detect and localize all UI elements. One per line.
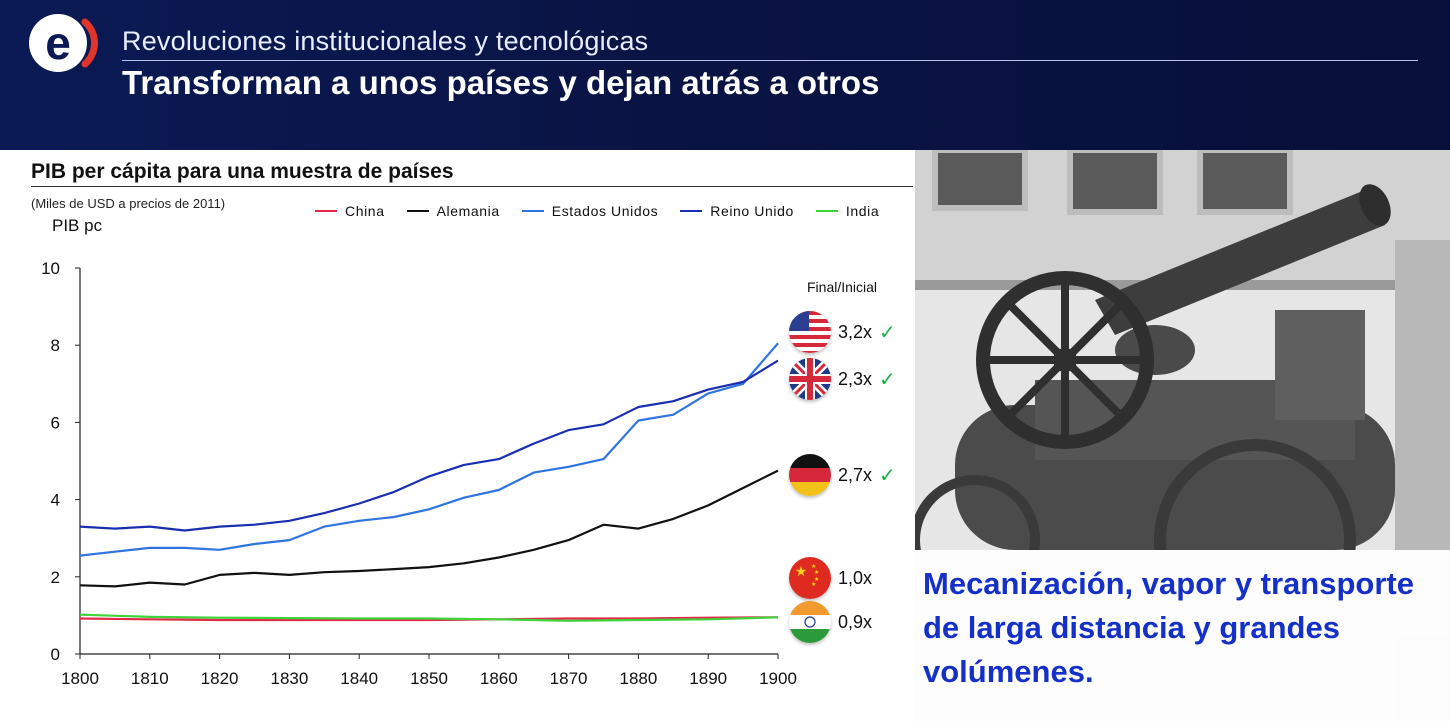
legend-swatch [521, 210, 544, 212]
series-line-alemania [79, 469, 779, 588]
caption-box: Mecanización, vapor y transporte de larg… [915, 550, 1450, 721]
chart-title-divider [31, 186, 913, 187]
x-tick-label: 1890 [689, 669, 727, 688]
series-line-reino-unido [79, 359, 779, 532]
chart-panel: PIB per cápita para una muestra de paíse… [0, 150, 915, 721]
ratio-value-china: 1,0x [838, 567, 873, 588]
title-divider [122, 60, 1418, 61]
svg-text:★: ★ [814, 569, 819, 576]
legend-label: Alemania [436, 203, 500, 219]
svg-text:★: ★ [811, 581, 816, 588]
legend-item: Estados Unidos [521, 203, 659, 219]
legend-label: India [845, 203, 880, 219]
legend-item: India [815, 203, 880, 219]
y-axis-label: PIB pc [52, 216, 103, 235]
ratio-row-india: 0,9x [789, 601, 872, 643]
series-line-estados-unidos [79, 342, 779, 557]
series-line-india [79, 613, 779, 622]
slide-title: Transforman a unos países y dejan atrás … [122, 64, 880, 101]
legend-swatch [315, 210, 337, 212]
legend-item: Alemania [406, 203, 500, 219]
check-icon: ✓ [879, 464, 896, 487]
legend-swatch [680, 210, 703, 212]
svg-text:e: e [45, 17, 71, 69]
chart-title: PIB per cápita para una muestra de paíse… [31, 160, 454, 183]
legend-label: Estados Unidos [551, 203, 659, 219]
y-tick-label: 6 [51, 413, 60, 432]
legend-item: China [315, 203, 385, 219]
legend-label: China [345, 203, 385, 219]
y-tick-label: 0 [51, 645, 60, 664]
ratio-value-india: 0,9x [838, 611, 873, 632]
ratio-value-germany: 2,7x [838, 464, 873, 485]
x-tick-label: 1860 [480, 669, 518, 688]
ratio-value-uk: 2,3x [838, 368, 873, 389]
y-tick-label: 2 [51, 568, 60, 587]
steam-engine-illustration [915, 150, 1450, 641]
legend-label: Reino Unido [710, 203, 794, 219]
line-chart: 0 2 4 6 8 10 1800 1810 1820 1830 1840 1850 1860 1870 1… [41, 259, 797, 688]
legend-swatch [815, 210, 838, 212]
x-tick-label: 1800 [61, 669, 99, 688]
ratio-row-china: ★ ★ ★ ★ ★ 1,0x [789, 557, 872, 599]
x-tick-label: 1820 [201, 669, 239, 688]
ratio-header: Final/Inicial [807, 279, 878, 295]
x-tick-label: 1810 [131, 669, 169, 688]
chart-units-note: (Miles de USD a precios de 2011) [31, 196, 226, 211]
chart-legend: China Alemania Estados Unidos Reino Unido In… [315, 201, 879, 221]
x-tick-label: 1880 [619, 669, 657, 688]
header-banner: e Revoluciones institucionales y tecnoló… [0, 0, 1450, 150]
legend-swatch [406, 210, 429, 212]
ratio-row-germany: 2,7x ✓ [789, 454, 896, 496]
svg-text:★: ★ [814, 576, 819, 583]
svg-text:★: ★ [811, 563, 816, 570]
ratio-value-us: 3,2x [838, 321, 873, 342]
china-flag-icon: ★ ★ ★ ★ ★ [789, 557, 831, 599]
ratio-row-uk: 2,3x ✓ [789, 358, 896, 400]
x-tick-label: 1840 [340, 669, 378, 688]
germany-flag-icon [789, 454, 831, 496]
y-tick-label: 4 [51, 491, 60, 510]
uk-flag-icon [789, 358, 831, 400]
series-line-china [79, 616, 779, 622]
x-tick-label: 1830 [270, 669, 308, 688]
y-tick-label: 8 [51, 336, 60, 355]
steam-locomobile-image: Mecanización, vapor y transporte de larg… [915, 150, 1450, 721]
check-icon: ✓ [879, 321, 896, 344]
svg-text:★: ★ [795, 563, 808, 579]
ratio-row-us: 3,2x ✓ [789, 311, 896, 353]
section-subtitle: Revoluciones institucionales y tecnológi… [122, 26, 649, 56]
x-tick-label: 1850 [410, 669, 448, 688]
india-flag-icon [789, 601, 831, 643]
x-tick-label: 1870 [550, 669, 588, 688]
image-caption: Mecanización, vapor y transporte de larg… [923, 566, 1414, 689]
y-tick-label: 10 [41, 259, 60, 278]
legend-item: Reino Unido [680, 203, 794, 219]
us-flag-icon [789, 311, 831, 353]
check-icon: ✓ [879, 368, 896, 391]
brand-logo: e [29, 14, 98, 72]
x-tick-label: 1900 [759, 669, 797, 688]
